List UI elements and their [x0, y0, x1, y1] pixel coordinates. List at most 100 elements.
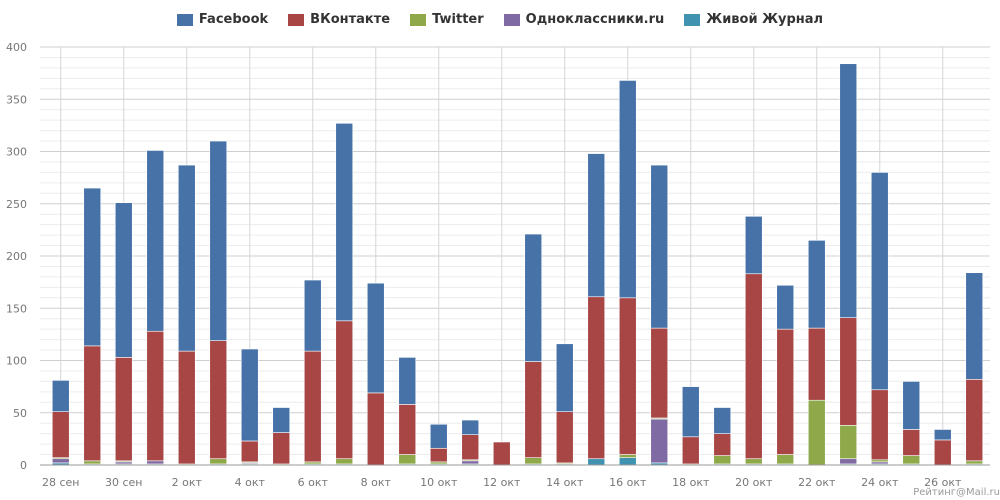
bar-segment[interactable] [335, 320, 354, 460]
bar-segment[interactable] [839, 63, 858, 318]
bar-segment[interactable] [83, 187, 102, 347]
bar-segment[interactable] [335, 458, 354, 465]
bar-segment[interactable] [51, 380, 70, 413]
bar-segment[interactable] [744, 458, 763, 465]
bar-segment[interactable] [681, 436, 700, 465]
bar-segment[interactable] [713, 407, 732, 434]
bar-segment[interactable] [524, 457, 543, 465]
bar-segment[interactable] [366, 392, 385, 466]
legend-item-twitter[interactable]: Twitter [410, 12, 484, 27]
bar-segment[interactable] [839, 424, 858, 460]
bar-segment[interactable] [555, 343, 574, 413]
bar-segment[interactable] [366, 282, 385, 394]
y-tick-label: 250 [6, 198, 27, 211]
bar-segment[interactable] [240, 348, 259, 442]
bar-segment[interactable] [713, 433, 732, 456]
bar-segment[interactable] [429, 461, 448, 465]
legend-label-livejournal: Живой Журнал [706, 12, 824, 27]
bar-segment[interactable] [398, 404, 417, 455]
bar-segment[interactable] [114, 461, 133, 465]
bar-segment[interactable] [839, 458, 858, 465]
bar-segment[interactable] [461, 460, 480, 465]
bar-segment[interactable] [587, 458, 606, 466]
bar-segment[interactable] [524, 233, 543, 362]
bar-segment[interactable] [618, 297, 637, 455]
bar-segment[interactable] [587, 153, 606, 298]
bar-segment[interactable] [114, 357, 133, 462]
bar-segment[interactable] [870, 461, 889, 465]
bar-segment[interactable] [240, 440, 259, 463]
bar-segment[interactable] [870, 459, 889, 463]
bar-segment[interactable] [870, 389, 889, 461]
bar-segment[interactable] [555, 411, 574, 464]
bar-segment[interactable] [902, 381, 921, 430]
bar-segment[interactable] [744, 215, 763, 275]
bar-segment[interactable] [492, 441, 511, 466]
bar-segment[interactable] [303, 461, 322, 465]
bar-segment[interactable] [272, 432, 291, 465]
bar-segment[interactable] [618, 80, 637, 299]
legend-item-livejournal[interactable]: Живой Журнал [684, 12, 823, 27]
legend-item-facebook[interactable]: Facebook [176, 12, 268, 27]
bar-segment[interactable] [965, 272, 984, 380]
bar-segment[interactable] [398, 357, 417, 405]
legend-swatch-facebook [176, 13, 193, 26]
legend-swatch-odnoklassniki [503, 13, 520, 26]
bar-segment[interactable] [902, 455, 921, 465]
bar-segment[interactable] [146, 150, 165, 332]
bar-segment[interactable] [303, 279, 322, 352]
bar-segment[interactable] [776, 284, 795, 330]
legend-item-vkontakte[interactable]: ВКонтакте [288, 12, 390, 27]
bar-segment[interactable] [776, 328, 795, 455]
watermark: Рейтинг@Mail.ru [913, 487, 1000, 498]
bar-segment[interactable] [51, 411, 70, 458]
bar-segment[interactable] [618, 457, 637, 466]
bar-segment[interactable] [713, 455, 732, 465]
bar-segment[interactable] [618, 454, 637, 458]
bar-segment[interactable] [209, 140, 228, 341]
bar-segment[interactable] [933, 429, 952, 441]
bar-segment[interactable] [461, 419, 480, 435]
bar-segment[interactable] [807, 240, 826, 329]
bar-segment[interactable] [398, 454, 417, 465]
bar-segment[interactable] [83, 345, 102, 462]
bar-segment[interactable] [114, 202, 133, 358]
x-tick-label: 22 окт [798, 476, 836, 489]
y-tick-label: 50 [13, 407, 27, 420]
bar-segment[interactable] [146, 330, 165, 462]
bar-segment[interactable] [83, 460, 102, 465]
bar-segment[interactable] [524, 361, 543, 458]
bar-segment[interactable] [681, 386, 700, 438]
bar-segment[interactable] [870, 172, 889, 391]
bar-segment[interactable] [807, 399, 826, 466]
bar-segment[interactable] [650, 418, 669, 464]
bar-segment[interactable] [933, 439, 952, 466]
bar-segment[interactable] [461, 434, 480, 461]
chart-legend: Facebook ВКонтакте Twitter Одноклассники… [0, 12, 1000, 27]
bar-segment[interactable] [650, 164, 669, 329]
bar-segment[interactable] [209, 340, 228, 460]
bar-segment[interactable] [965, 379, 984, 462]
bar-segment[interactable] [272, 407, 291, 433]
bar-segment[interactable] [303, 350, 322, 463]
bar-segment[interactable] [146, 460, 165, 465]
bar-segment[interactable] [839, 317, 858, 426]
bar-segment[interactable] [177, 164, 196, 352]
bar-segment[interactable] [177, 350, 196, 465]
bar-segment[interactable] [744, 273, 763, 460]
x-tick-label: 24 окт [861, 476, 899, 489]
bar-segment[interactable] [209, 458, 228, 465]
legend-label-odnoklassniki: Одноклассники.ru [525, 12, 665, 27]
bar-segment[interactable] [965, 460, 984, 465]
bar-segment[interactable] [650, 327, 669, 419]
bar-segment[interactable] [807, 327, 826, 401]
bar-segment[interactable] [51, 458, 70, 464]
x-tick-label: 20 окт [735, 476, 773, 489]
bar-segment[interactable] [587, 296, 606, 460]
bar-segment[interactable] [902, 429, 921, 456]
bar-segment[interactable] [429, 447, 448, 463]
bar-segment[interactable] [776, 454, 795, 465]
legend-item-odnoklassniki[interactable]: Одноклассники.ru [503, 12, 665, 27]
bar-segment[interactable] [335, 122, 354, 322]
bar-segment[interactable] [429, 423, 448, 449]
